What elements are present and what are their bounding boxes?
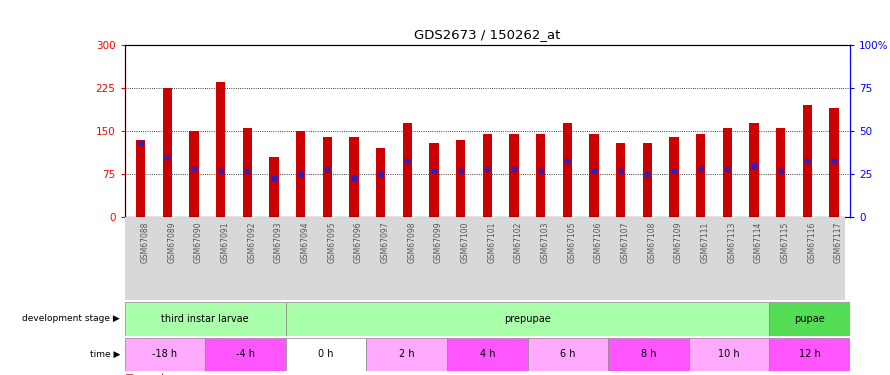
Text: GSM67095: GSM67095	[328, 222, 336, 263]
Text: GSM67094: GSM67094	[301, 222, 310, 263]
Text: 2 h: 2 h	[399, 350, 415, 359]
Bar	[829, 108, 838, 217]
Text: GSM67115: GSM67115	[781, 222, 789, 263]
FancyBboxPatch shape	[125, 302, 286, 336]
Text: GSM67117: GSM67117	[834, 222, 843, 263]
Text: 8 h: 8 h	[641, 350, 656, 359]
Bar	[190, 131, 198, 218]
Bar	[536, 134, 546, 218]
Text: GSM67090: GSM67090	[194, 222, 203, 263]
Text: GSM67089: GSM67089	[167, 222, 176, 263]
Text: 12 h: 12 h	[799, 350, 821, 359]
Text: GSM67103: GSM67103	[540, 222, 550, 263]
Bar	[803, 105, 812, 218]
Text: -4 h: -4 h	[236, 350, 255, 359]
FancyBboxPatch shape	[286, 302, 769, 336]
Bar	[270, 157, 279, 218]
Text: GSM67088: GSM67088	[141, 222, 150, 263]
Text: 10 h: 10 h	[718, 350, 740, 359]
Text: 4 h: 4 h	[480, 350, 495, 359]
Bar	[136, 140, 145, 218]
Text: ■ count: ■ count	[125, 373, 165, 375]
Bar	[723, 128, 732, 217]
Text: -18 h: -18 h	[152, 350, 177, 359]
FancyBboxPatch shape	[769, 338, 850, 371]
FancyBboxPatch shape	[125, 217, 845, 300]
FancyBboxPatch shape	[447, 338, 528, 371]
Bar	[776, 128, 785, 217]
Bar	[482, 134, 492, 218]
Text: GSM67100: GSM67100	[461, 222, 470, 263]
Text: GSM67116: GSM67116	[807, 222, 816, 263]
FancyBboxPatch shape	[528, 338, 608, 371]
FancyBboxPatch shape	[206, 338, 286, 371]
Bar	[749, 123, 758, 218]
Text: GDS2673 / 150262_at: GDS2673 / 150262_at	[414, 28, 561, 41]
Text: pupae: pupae	[794, 314, 825, 324]
Bar	[429, 143, 439, 218]
Bar	[562, 123, 572, 218]
Text: GSM67102: GSM67102	[514, 222, 523, 263]
FancyBboxPatch shape	[367, 338, 447, 371]
FancyBboxPatch shape	[689, 338, 769, 371]
Text: 0 h: 0 h	[319, 350, 334, 359]
FancyBboxPatch shape	[286, 338, 367, 371]
FancyBboxPatch shape	[769, 302, 850, 336]
Text: GSM67099: GSM67099	[434, 222, 443, 263]
Bar	[696, 134, 705, 218]
Bar	[163, 88, 172, 218]
Text: GSM67092: GSM67092	[247, 222, 256, 263]
Bar	[456, 140, 465, 218]
Bar	[216, 82, 225, 218]
Text: GSM67105: GSM67105	[567, 222, 577, 263]
Text: GSM67113: GSM67113	[727, 222, 736, 263]
Text: GSM67098: GSM67098	[408, 222, 417, 263]
Text: GSM67111: GSM67111	[700, 222, 709, 263]
Text: GSM67114: GSM67114	[754, 222, 763, 263]
FancyBboxPatch shape	[125, 338, 206, 371]
Bar	[402, 123, 412, 218]
Bar	[349, 137, 359, 218]
Bar	[509, 134, 519, 218]
Text: development stage ▶: development stage ▶	[22, 314, 120, 323]
Bar	[322, 137, 332, 218]
Text: GSM67106: GSM67106	[594, 222, 603, 263]
Bar	[589, 134, 599, 218]
Text: GSM67096: GSM67096	[354, 222, 363, 263]
Text: GSM67097: GSM67097	[381, 222, 390, 263]
Text: GSM67101: GSM67101	[488, 222, 497, 263]
Bar	[669, 137, 678, 218]
FancyBboxPatch shape	[608, 338, 689, 371]
Text: third instar larvae: third instar larvae	[161, 314, 249, 324]
Bar	[616, 143, 626, 218]
Bar	[243, 128, 252, 217]
Bar	[376, 148, 385, 217]
Text: GSM67091: GSM67091	[221, 222, 230, 263]
Text: time ▶: time ▶	[90, 350, 120, 359]
Bar	[643, 143, 652, 218]
Text: prepupae: prepupae	[505, 314, 551, 324]
Text: GSM67109: GSM67109	[674, 222, 683, 263]
Text: GSM67093: GSM67093	[274, 222, 283, 263]
Text: GSM67107: GSM67107	[620, 222, 629, 263]
Bar	[296, 131, 305, 218]
Text: 6 h: 6 h	[560, 350, 576, 359]
Text: GSM67108: GSM67108	[647, 222, 656, 263]
